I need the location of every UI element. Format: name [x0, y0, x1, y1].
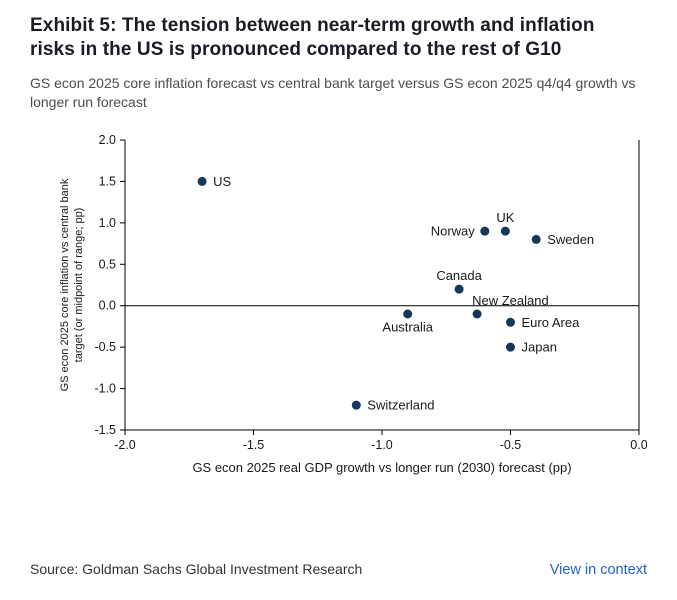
y-tick-label: 2.0 — [99, 133, 116, 147]
point-label: UK — [496, 210, 514, 225]
point-label: Japan — [522, 339, 557, 354]
data-point — [500, 226, 510, 236]
point-label: New Zealand — [472, 293, 549, 308]
data-point — [403, 309, 413, 319]
scatter-plot-svg: 2.01.51.00.50.0-0.5-1.0-1.5-2.0 -1.5 -1.0-… — [59, 133, 648, 475]
data-point — [506, 317, 515, 327]
y-tick-label: -1.5 — [94, 423, 116, 437]
point-label: Switzerland — [367, 397, 434, 412]
y-tick-label: 1.5 — [99, 174, 116, 188]
y-tick-label: 0.0 — [99, 298, 116, 312]
point-label: Australia — [382, 319, 433, 334]
scatter-chart: 2.0 1.5 1.0 0.5 0.0 -0.5 -1.0 -1.5 -2.0 -1.5 -1.0-… — [30, 128, 648, 485]
x-tick-label: -0.5 — [500, 438, 522, 452]
x-tick-label: -2.0 — [114, 438, 136, 452]
point-label: Euro Area — [522, 314, 581, 329]
y-tick-label: 1.0 — [99, 216, 116, 230]
data-point — [531, 234, 541, 244]
y-tick-label: -0.5 — [94, 340, 116, 354]
x-axis-title: GS econ 2025 real GDP growth vs longer r… — [192, 460, 571, 475]
data-point — [197, 176, 207, 186]
data-point — [472, 309, 482, 319]
point-label: US — [213, 174, 231, 189]
y-tick-label: -1.0 — [94, 381, 116, 395]
exhibit-title: Exhibit 5: The tension between near-term… — [30, 15, 595, 60]
data-point — [454, 284, 464, 294]
y-axis-title-line1: GS econ 2025 core inflation vs central b… — [59, 178, 71, 391]
point-label: Sweden — [547, 232, 594, 247]
x-tick-label: -1.5 — [243, 438, 265, 452]
data-point — [506, 342, 515, 352]
source-text: Source: Goldman Sachs Global Investment … — [30, 561, 363, 577]
footer: Source: Goldman Sachs Global Investment … — [30, 561, 647, 578]
y-tick-label: 0.5 — [99, 257, 116, 271]
point-label: Canada — [436, 268, 482, 283]
point-label: Norway — [431, 223, 476, 238]
x-tick-label: -1.0 — [371, 438, 393, 452]
data-point — [351, 400, 361, 410]
y-axis-title-line2: target (or midpoint of range; pp) — [73, 207, 85, 362]
view-in-context-link[interactable]: View in context — [549, 562, 647, 578]
exhibit-subtitle: GS econ 2025 core inflation forecast vs … — [30, 74, 636, 110]
data-point — [480, 226, 490, 236]
x-tick-label: 0.0 — [630, 438, 647, 452]
